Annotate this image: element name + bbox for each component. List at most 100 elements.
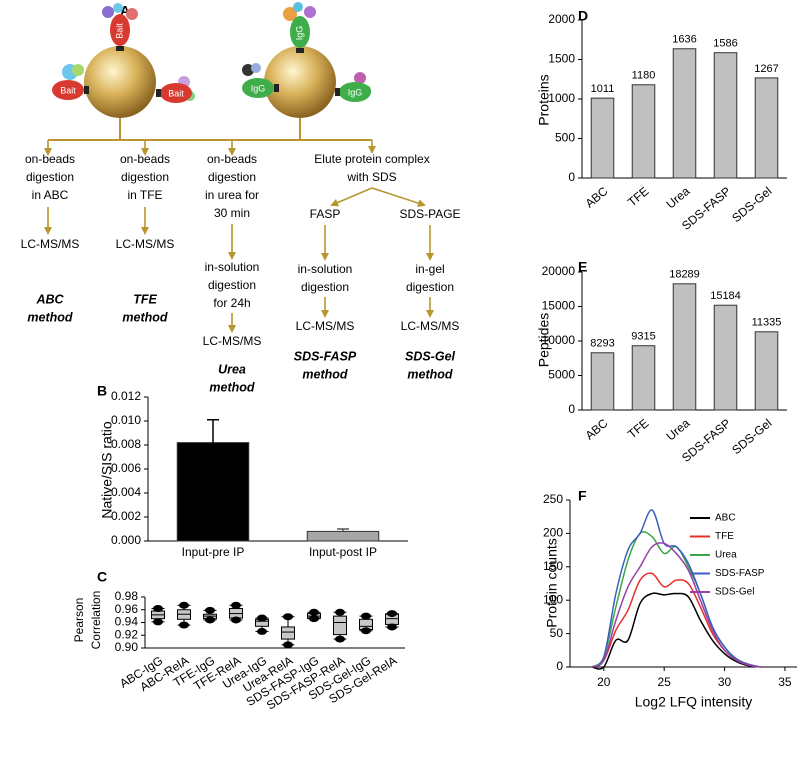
value-label: 1180 [632,70,656,82]
method-label: method [27,310,73,324]
extreme-point [179,621,189,629]
y-tick-label: 0.008 [111,437,141,451]
step-label: on-beads [120,152,170,166]
y-tick-label: 0.92 [115,627,139,641]
y-tick-label: 250 [543,492,563,506]
y-tick-label: 150 [543,559,563,573]
legend-label: TFE [715,531,734,542]
x-tick-label: ABC [583,416,611,443]
extreme-point [361,627,371,635]
extreme-point [335,608,345,616]
bead-label: Bait [168,88,184,98]
panel-label: D [578,8,588,24]
legend-label: SDS-FASP [715,568,765,579]
bead-label: IgG [294,26,304,41]
x-tick-label: Urea [664,416,693,444]
extreme-point [205,606,215,614]
shape [110,14,130,46]
bar [590,97,615,179]
y-tick-label: 0.000 [111,533,141,547]
bar [713,304,738,411]
step-label: digestion [301,280,349,294]
shape [296,48,304,53]
value-label: 1586 [713,38,737,50]
shape [156,89,161,97]
extreme-point [231,601,241,609]
method-label: method [302,367,348,381]
error-bar [207,419,219,443]
step-label: digestion [26,170,74,184]
legend-label: SDS-Gel [715,587,754,598]
method-label: Urea [218,362,246,376]
step-label: LC-MS/MS [21,237,80,251]
shape [102,6,114,18]
value-label: 1267 [754,63,778,75]
step-label: LC-MS/MS [203,334,262,348]
step-label: for 24h [213,296,250,310]
panel-label: E [578,259,587,275]
series-line [591,592,761,670]
y-axis-title: Correlation [89,591,103,650]
y-axis-title: Protein counts [544,538,560,628]
value-label: 1011 [591,83,615,95]
x-tick-label: 30 [718,675,732,689]
box [281,626,295,640]
value-label: 8293 [590,338,614,350]
method-label: method [122,310,168,324]
workflow-arrows [44,118,434,333]
step-label: in-gel [415,262,444,276]
step-label: in ABC [32,188,69,202]
y-tick-label: 10000 [542,333,576,347]
y-tick-label: 0.98 [115,589,139,603]
extreme-point [231,616,241,624]
y-tick-label: 0.90 [115,640,139,654]
step-label: on-beads [207,152,257,166]
value-label: 15184 [710,290,741,302]
y-tick-label: 0.004 [111,485,141,499]
extreme-point [283,613,293,621]
shape [330,187,373,207]
legend-label: ABC [715,513,736,524]
extreme-point [153,604,163,612]
y-tick-label: 1000 [548,91,575,105]
x-axis-title: Log2 LFQ intensity [635,694,753,710]
extreme-point [205,616,215,624]
extreme-point [257,627,267,635]
step-label: Elute protein complex [314,152,429,166]
step-label: digestion [208,170,256,184]
x-tick-label: 35 [778,675,792,689]
shape [84,86,89,94]
bead-label: Bait [114,23,124,39]
step-label: FASP [310,207,341,221]
bar [713,52,738,179]
x-tick-label: 25 [658,675,672,689]
shape [339,82,371,102]
step-label: in-solution [298,262,353,276]
y-tick-label: 0 [568,170,575,184]
extreme-point [387,610,397,618]
step-label: LC-MS/MS [401,319,460,333]
x-tick-label: Urea [664,184,693,212]
shape [293,2,303,12]
step-label: LC-MS/MS [116,237,175,251]
bar [754,77,779,179]
series-line [591,509,761,668]
extreme-point [335,635,345,643]
bar [631,84,656,179]
y-tick-label: 0.94 [115,615,139,629]
shape [113,3,123,13]
shape [242,78,274,98]
value-label: 9315 [631,331,655,343]
step-label: in-solution [205,260,260,274]
value-label: 11335 [752,317,782,329]
y-axis-title: Native/SIS ratio [99,421,115,518]
method-label: method [209,380,255,394]
method-label: SDS-FASP [294,349,357,363]
x-tick-label: TFE [625,416,651,441]
x-tick-label: Input-pre IP [182,545,245,559]
y-tick-label: 0 [556,659,563,673]
error-bar [337,528,349,532]
step-label: LC-MS/MS [296,319,355,333]
panel-label: C [97,569,107,585]
shape [274,84,279,92]
